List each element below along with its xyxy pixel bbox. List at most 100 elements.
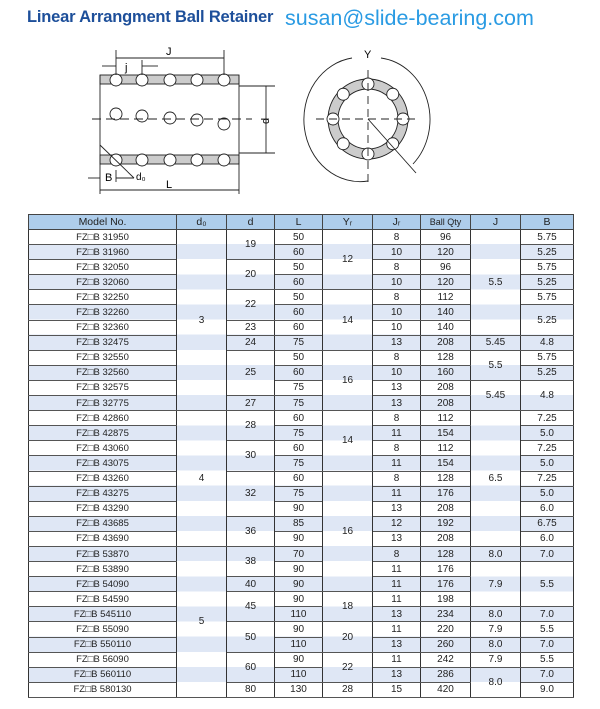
cell-j: 7.9 (470, 652, 521, 668)
cell-yr: 12 (322, 229, 373, 291)
cell-d0: 4 (176, 410, 227, 547)
table-row: FZ□B 43275 75 11 176 5.0 (28, 486, 574, 502)
cell-jr: 12 (372, 516, 421, 532)
dim-label-d0: d₀ (136, 172, 146, 183)
cell-b: 5.25 (520, 274, 574, 291)
ring-ball (336, 137, 350, 151)
dim-label-j: j (124, 62, 127, 74)
cell-l: 90 (274, 531, 323, 547)
table-row: FZ□B 560110 110 13 286 8.0 7.0 (28, 667, 574, 698)
table-row: FZ□B 43060 30 60 8 112 7.25 (28, 440, 574, 472)
ball (190, 73, 204, 87)
cell-model: FZ□B 42875 (28, 425, 177, 442)
ring-ball (386, 87, 400, 101)
cell-model: FZ□B 54090 (28, 576, 177, 593)
table-row: FZ□B 32560 60 10 160 5.25 (28, 365, 574, 381)
header-d: d (226, 214, 275, 230)
cell-d: 38 (226, 546, 275, 578)
cell-jr: 13 (372, 606, 421, 623)
cell-qty: 208 (420, 335, 471, 351)
cell-model: FZ□B 545110 (28, 606, 177, 623)
ball (135, 153, 149, 167)
cell-model: FZ□B 53890 (28, 561, 177, 578)
cell-l: 50 (274, 229, 323, 246)
ball (217, 117, 231, 131)
cell-yr: 18 (322, 591, 373, 623)
cell-l: 75 (274, 335, 323, 351)
cell-qty: 192 (420, 516, 471, 532)
cell-b: 7.0 (520, 606, 574, 623)
cell-d: 40 (226, 576, 275, 593)
cell-d: 30 (226, 440, 275, 472)
cell-qty: 120 (420, 244, 471, 261)
cell-yr: 16 (322, 471, 373, 593)
cell-model: FZ□B 32575 (28, 380, 177, 397)
table-row: FZ□B 43260 32 60 16 8 128 7.25 (28, 471, 574, 593)
cell-qty: 176 (420, 561, 471, 578)
cell-yr: 22 (322, 652, 373, 683)
cell-b: 7.25 (520, 471, 574, 487)
cell-yr: 14 (322, 410, 373, 472)
cell-l: 75 (274, 395, 323, 412)
cell-b: 6.0 (520, 501, 574, 517)
cell-d: 32 (226, 471, 275, 517)
cell-jr: 13 (372, 501, 421, 517)
table-row: FZ□B 43690 90 13 208 6.0 (28, 531, 574, 547)
header-model: Model No. (28, 214, 177, 230)
cell-l: 75 (274, 425, 323, 442)
cell-qty: 140 (420, 320, 471, 336)
cell-model: FZ□B 43685 (28, 516, 177, 532)
dim-label-d: d (260, 118, 272, 124)
cell-qty: 128 (420, 350, 471, 366)
ring-ball (336, 87, 350, 101)
ball (217, 153, 231, 167)
header-j: J (470, 214, 521, 230)
cell-model: FZ□B 32050 (28, 259, 177, 276)
cell-jr: 11 (372, 455, 421, 472)
cell-model: FZ□B 55090 (28, 621, 177, 638)
cell-model: FZ□B 43060 (28, 440, 177, 457)
table-row: FZ□B 580130 80 130 28 15 420 9.0 (28, 682, 574, 698)
cell-qty: 234 (420, 606, 471, 623)
cell-j: 5.45 (470, 380, 521, 412)
cell-d: 24 (226, 335, 275, 351)
table-row: FZ□B 31950 3 19 50 12 8 96 5.5 5.75 (28, 229, 574, 412)
cell-d: 19 (226, 229, 275, 261)
header-yr: Yᵣ (322, 214, 373, 230)
table-row: FZ□B 53890 90 11 176 7.9 5.5 (28, 561, 574, 608)
cell-l: 60 (274, 365, 323, 381)
cell-model: FZ□B 32360 (28, 320, 177, 336)
cell-qty: 208 (420, 501, 471, 517)
cell-j: 7.9 (470, 621, 521, 638)
cell-b: 5.75 (520, 229, 574, 246)
table-row: FZ□B 43075 75 11 154 5.0 (28, 455, 574, 472)
cell-model: FZ□B 580130 (28, 682, 177, 698)
cell-d: 23 (226, 320, 275, 336)
cell-qty: 198 (420, 591, 471, 608)
cell-qty: 154 (420, 425, 471, 442)
cell-d: 22 (226, 289, 275, 321)
cell-qty: 160 (420, 365, 471, 381)
cell-b: 5.5 (520, 621, 574, 638)
cell-jr: 8 (372, 410, 421, 427)
cell-l: 50 (274, 259, 323, 276)
cell-model: FZ□B 43275 (28, 486, 177, 502)
cell-jr: 8 (372, 259, 421, 276)
contact-email[interactable]: susan@slide-bearing.com (285, 6, 534, 30)
cell-j: 5.5 (470, 229, 521, 336)
cell-b: 7.0 (520, 637, 574, 653)
cell-b: 5.75 (520, 350, 574, 366)
cell-b: 4.8 (520, 335, 574, 351)
cell-jr: 13 (372, 531, 421, 547)
cell-j: 8.0 (470, 637, 521, 653)
end-view-drawing (303, 57, 431, 184)
cell-jr: 13 (372, 380, 421, 397)
cell-j: 6.5 (470, 410, 521, 547)
table-row: FZ□B 56090 60 90 22 11 242 7.9 5.5 (28, 652, 574, 683)
cell-model: FZ□B 43690 (28, 531, 177, 547)
cell-jr: 13 (372, 335, 421, 351)
header-ball-qty: Ball Qty (420, 214, 471, 230)
ball (190, 153, 204, 167)
header-b: B (520, 214, 574, 230)
cell-l: 60 (274, 274, 323, 291)
